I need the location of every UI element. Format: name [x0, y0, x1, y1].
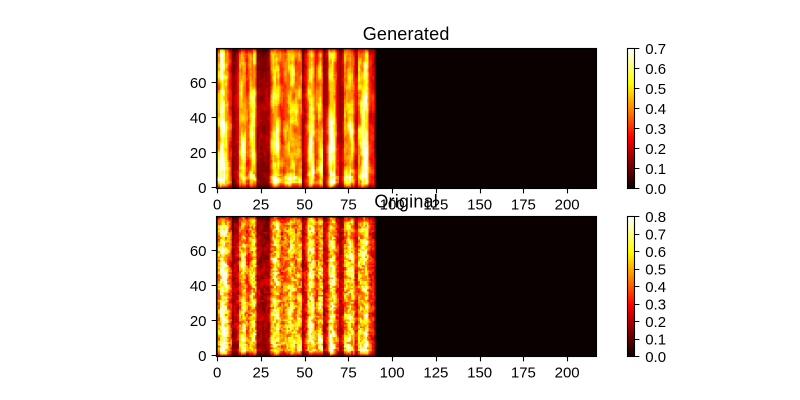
- svg-text:75: 75: [340, 196, 357, 213]
- svg-text:40: 40: [190, 278, 207, 295]
- svg-text:0: 0: [213, 364, 221, 381]
- svg-text:150: 150: [467, 364, 492, 381]
- svg-text:20: 20: [190, 145, 207, 162]
- svg-text:0: 0: [198, 348, 206, 365]
- svg-text:0.7: 0.7: [645, 41, 666, 58]
- svg-text:75: 75: [340, 364, 357, 381]
- svg-text:100: 100: [380, 196, 405, 213]
- svg-text:125: 125: [423, 364, 448, 381]
- svg-text:100: 100: [380, 364, 405, 381]
- svg-text:0.2: 0.2: [645, 141, 666, 158]
- svg-text:60: 60: [190, 243, 207, 260]
- svg-text:0.5: 0.5: [645, 262, 666, 279]
- svg-text:0.5: 0.5: [645, 81, 666, 98]
- svg-text:0.3: 0.3: [645, 121, 666, 138]
- svg-text:175: 175: [511, 364, 536, 381]
- svg-text:0.8: 0.8: [645, 209, 666, 226]
- svg-text:40: 40: [190, 110, 207, 127]
- svg-text:0.6: 0.6: [645, 244, 666, 261]
- svg-text:20: 20: [190, 313, 207, 330]
- svg-text:Original: Original: [374, 192, 438, 212]
- svg-text:0.4: 0.4: [645, 101, 666, 118]
- svg-text:150: 150: [467, 196, 492, 213]
- svg-text:0.3: 0.3: [645, 297, 666, 314]
- svg-text:0.2: 0.2: [645, 314, 666, 331]
- svg-text:25: 25: [253, 196, 270, 213]
- svg-text:0.1: 0.1: [645, 332, 666, 349]
- svg-text:0: 0: [198, 180, 206, 197]
- svg-text:50: 50: [296, 364, 313, 381]
- svg-text:0.7: 0.7: [645, 227, 666, 244]
- svg-text:0.4: 0.4: [645, 279, 666, 296]
- svg-text:200: 200: [555, 364, 580, 381]
- svg-text:0.0: 0.0: [645, 181, 666, 198]
- svg-text:125: 125: [423, 196, 448, 213]
- svg-text:Generated: Generated: [363, 24, 450, 44]
- svg-text:50: 50: [296, 196, 313, 213]
- svg-text:0.0: 0.0: [645, 349, 666, 366]
- svg-text:175: 175: [511, 196, 536, 213]
- svg-text:200: 200: [555, 196, 580, 213]
- svg-text:60: 60: [190, 75, 207, 92]
- svg-text:0.1: 0.1: [645, 161, 666, 178]
- svg-text:0.6: 0.6: [645, 61, 666, 78]
- svg-text:25: 25: [253, 364, 270, 381]
- svg-text:0: 0: [213, 196, 221, 213]
